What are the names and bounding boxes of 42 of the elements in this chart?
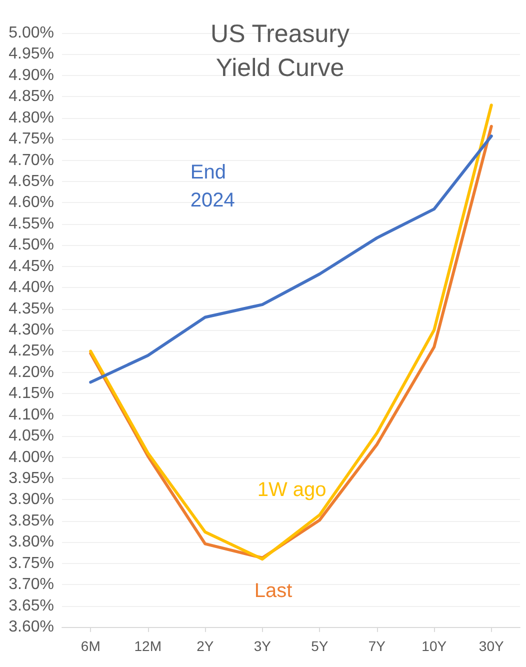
series-label: 1W ago [257,479,326,502]
y-tick-label: 4.80% [8,109,54,126]
y-tick-label: 4.35% [8,300,54,318]
y-tick-label: 4.70% [8,152,54,169]
y-tick-label: 3.70% [8,576,54,594]
y-tick-label: 5.00% [8,24,54,42]
line-series [89,134,493,384]
y-tick-label: 3.60% [8,618,54,636]
y-tick-label: 4.85% [8,88,54,106]
y-tick-label: 4.45% [8,258,54,275]
x-tick-label: 10Y [422,638,448,654]
y-tick-label: 3.65% [8,597,54,614]
y-tick-label: 4.75% [8,130,54,148]
x-tick-label: 30Y [478,638,504,654]
y-tick-label: 4.30% [8,322,54,338]
y-tick-label: 3.95% [8,470,54,487]
y-tick-label: 3.80% [8,534,54,551]
y-tick-label: 4.95% [8,46,54,63]
y-tick-label: 4.50% [8,236,54,254]
y-tick-label: 4.90% [8,66,54,84]
x-tick-label: 3Y [254,638,272,654]
y-tick-label: 4.05% [8,428,54,445]
x-tick-label: 12M [134,638,162,654]
y-tick-label: 4.40% [8,279,54,296]
y-tick-label: 4.60% [8,194,54,212]
text: End 2024 [190,162,235,212]
x-tick-label: 6M [80,638,100,654]
y-tick-label: 4.65% [8,173,54,190]
y-tick-label: 4.00% [8,448,54,466]
y-tick-label: 4.25% [8,342,54,360]
y-tick-label: 3.90% [8,491,54,508]
chart-title: US Treasury Yield Curve [210,20,350,82]
y-tick-label: 4.10% [8,406,54,424]
x-tick-label: 7Y [368,638,386,654]
series-label: Last [254,580,293,602]
x-tick-label: 5Y [311,638,329,654]
y-tick-label: 4.15% [8,385,54,402]
y-tick-label: 3.85% [8,512,54,530]
x-tick-label: 2Y [196,638,214,654]
y-tick-label: 4.55% [8,215,54,232]
y-tick-label: 3.75% [8,554,54,572]
y-tick-label: 4.20% [8,364,54,381]
